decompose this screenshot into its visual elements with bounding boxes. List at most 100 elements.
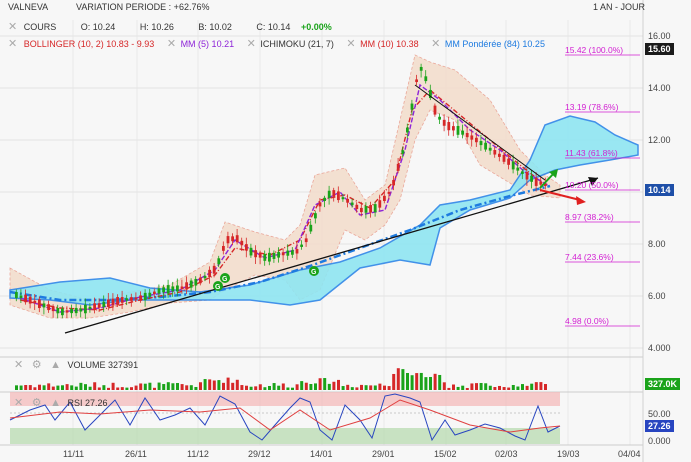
volume-bar bbox=[56, 385, 60, 390]
volume-bar bbox=[24, 385, 28, 390]
candle-body bbox=[378, 200, 382, 208]
candle-body bbox=[373, 204, 377, 213]
arrow-up-icon[interactable]: ▲ bbox=[50, 359, 62, 371]
close-icon[interactable]: ✕ bbox=[8, 38, 18, 50]
candle-body bbox=[530, 175, 533, 182]
candle-body bbox=[401, 150, 405, 154]
candle-body bbox=[493, 150, 497, 155]
volume-legend: ✕ ⚙ ▲ VOLUME 327391 bbox=[14, 358, 138, 371]
candle-body bbox=[406, 127, 409, 133]
volume-bar bbox=[240, 385, 244, 390]
candle-body bbox=[534, 177, 538, 186]
volume-bar bbox=[47, 383, 51, 390]
candle-body bbox=[507, 158, 510, 165]
volume-bar bbox=[130, 387, 133, 390]
volume-bar bbox=[410, 375, 414, 390]
low-value: B: 10.02 bbox=[198, 22, 232, 32]
candle-body bbox=[139, 295, 142, 301]
volume-bar bbox=[231, 382, 235, 390]
candle-body bbox=[240, 240, 244, 246]
candle-body bbox=[488, 147, 492, 151]
candle-body bbox=[208, 269, 211, 278]
volume-bar bbox=[88, 386, 92, 390]
volume-bar bbox=[254, 386, 258, 390]
candle-body bbox=[295, 249, 299, 254]
volume-bar bbox=[406, 372, 409, 390]
candle-body bbox=[15, 292, 18, 298]
close-icon[interactable]: ✕ bbox=[346, 38, 356, 50]
gear-icon[interactable]: ⚙ bbox=[31, 359, 42, 371]
close-icon[interactable]: ✕ bbox=[166, 38, 177, 50]
volume-bar bbox=[419, 372, 423, 390]
volume-bar bbox=[166, 382, 170, 390]
candle-body bbox=[438, 116, 441, 120]
candle-body bbox=[465, 133, 469, 138]
volume-bar bbox=[442, 382, 446, 390]
close-icon[interactable]: ✕ bbox=[431, 38, 441, 50]
gear-icon[interactable]: ⚙ bbox=[31, 397, 42, 409]
arrow-up-icon[interactable]: ▲ bbox=[50, 397, 62, 409]
volume-bar bbox=[217, 380, 221, 390]
volume-bar bbox=[530, 383, 534, 390]
volume-bar bbox=[222, 382, 225, 390]
volume-bar bbox=[470, 383, 474, 390]
volume-bar bbox=[116, 387, 120, 390]
volume-bar bbox=[162, 384, 166, 390]
candle-body bbox=[300, 244, 303, 247]
candle-body bbox=[479, 141, 483, 146]
candle-body bbox=[235, 235, 239, 243]
candle-body bbox=[189, 280, 193, 288]
high-price-badge: 15.60 bbox=[645, 43, 674, 55]
candle-body bbox=[38, 299, 41, 309]
candle-body bbox=[364, 206, 368, 213]
volume-bar bbox=[139, 383, 143, 390]
candle-body bbox=[258, 253, 262, 258]
candle-body bbox=[475, 137, 478, 143]
volume-bar bbox=[185, 385, 189, 390]
symbol-name: VALNEVA bbox=[8, 2, 49, 12]
rsi-tick: 0.000 bbox=[648, 436, 671, 446]
volume-bar bbox=[143, 383, 147, 390]
close-icon[interactable]: ✕ bbox=[14, 359, 24, 371]
volume-bar bbox=[226, 377, 230, 390]
candle-body bbox=[387, 191, 391, 194]
volume-bar bbox=[61, 385, 64, 390]
volume-bar bbox=[19, 385, 23, 390]
candle-body bbox=[429, 89, 432, 99]
candle-body bbox=[102, 301, 106, 307]
indicator-legend: ✕ BOLLINGER (10, 2) 10.83 - 9.93 ✕ MM (5… bbox=[8, 37, 545, 50]
volume-bar bbox=[153, 387, 156, 390]
volume-bar bbox=[28, 385, 32, 390]
close-icon[interactable]: ✕ bbox=[246, 38, 256, 50]
volume-bar bbox=[465, 387, 469, 390]
volume-bar bbox=[314, 383, 317, 390]
candle-body bbox=[120, 297, 124, 303]
indicator-wma84[interactable]: MM Pondérée (84) 10.25 bbox=[444, 39, 545, 49]
indicator-mm10[interactable]: MM (10) 10.38 bbox=[360, 39, 419, 49]
candle-body bbox=[544, 183, 547, 186]
volume-bar bbox=[180, 384, 184, 390]
fib-level: 8.97 (38.2%) bbox=[565, 212, 614, 222]
period-selector[interactable]: 1 AN - JOUR bbox=[593, 2, 646, 12]
close-icon[interactable]: ✕ bbox=[8, 21, 18, 33]
date-tick: 26/11 bbox=[125, 449, 147, 459]
candle-body bbox=[231, 236, 234, 242]
candle-body bbox=[502, 154, 506, 162]
volume-bar bbox=[387, 386, 391, 390]
last-price-badge: 10.14 bbox=[645, 184, 674, 196]
volume-bar bbox=[383, 385, 386, 390]
indicator-mm5[interactable]: MM (5) 10.21 bbox=[180, 39, 235, 49]
indicator-ichimoku[interactable]: ICHIMOKU (21, 7) bbox=[260, 39, 334, 49]
candle-body bbox=[332, 190, 336, 197]
date-tick: 02/03 bbox=[495, 449, 518, 459]
volume-bar bbox=[433, 373, 437, 390]
volume-bar bbox=[268, 385, 271, 390]
volume-bar bbox=[203, 379, 207, 390]
close-icon[interactable]: ✕ bbox=[14, 397, 24, 409]
candle-body bbox=[162, 287, 165, 293]
indicator-bollinger[interactable]: BOLLINGER (10, 2) 10.83 - 9.93 bbox=[23, 39, 155, 49]
volume-bar bbox=[360, 384, 363, 390]
high-value: H: 10.26 bbox=[139, 22, 174, 32]
volume-bar bbox=[498, 385, 501, 390]
